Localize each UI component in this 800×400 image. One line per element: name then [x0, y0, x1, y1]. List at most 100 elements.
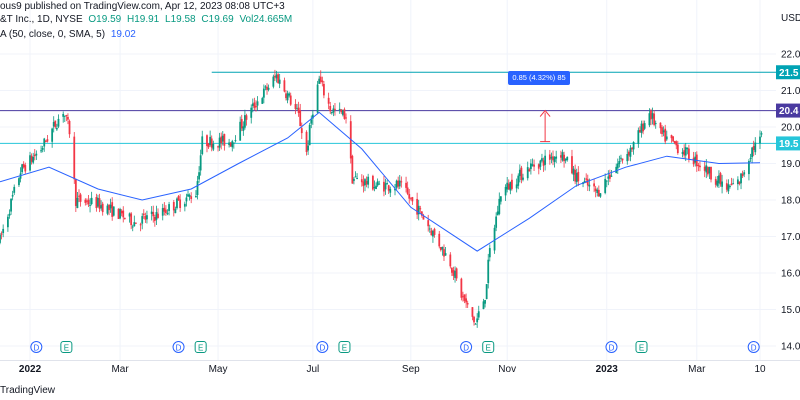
dividend-marker-icon[interactable]: D	[30, 341, 43, 353]
candle	[599, 193, 602, 198]
earnings-marker-icon[interactable]: E	[194, 341, 207, 353]
candle	[586, 174, 589, 191]
candle	[665, 130, 668, 141]
svg-text:E: E	[342, 344, 347, 353]
earnings-marker-icon[interactable]: E	[60, 341, 73, 353]
earnings-marker-icon[interactable]: E	[635, 341, 648, 353]
candle	[488, 244, 491, 262]
candle	[729, 184, 731, 189]
candle	[571, 149, 573, 175]
candle	[340, 109, 343, 115]
candle	[323, 81, 325, 99]
dividend-marker-icon[interactable]: D	[747, 341, 760, 353]
candle	[610, 170, 613, 178]
candle	[433, 227, 436, 238]
candle	[394, 183, 396, 196]
candle	[528, 167, 531, 172]
candle	[706, 166, 709, 177]
candle	[212, 140, 215, 152]
candle	[526, 161, 529, 181]
earnings-marker-icon[interactable]: E	[482, 341, 495, 353]
candle	[68, 119, 71, 138]
ma-legend[interactable]: A (50, close, 0, SMA, 5) 19.02	[0, 29, 139, 40]
candle	[620, 154, 622, 162]
candle	[560, 150, 562, 163]
candle	[146, 210, 148, 224]
candle	[477, 305, 480, 321]
candle	[604, 173, 607, 195]
dividend-marker-icon[interactable]: D	[605, 341, 618, 353]
candle	[57, 114, 60, 129]
svg-text:D: D	[609, 344, 615, 353]
candle	[594, 185, 597, 198]
candle	[550, 152, 553, 164]
candle	[749, 153, 752, 163]
candle	[165, 205, 167, 216]
candle	[643, 120, 646, 131]
dividend-marker-icon[interactable]: D	[172, 341, 185, 353]
candle	[217, 145, 219, 152]
earnings-marker-icon[interactable]: E	[338, 341, 351, 353]
candle	[122, 206, 125, 223]
svg-text:D: D	[176, 344, 182, 353]
dividend-marker-icon[interactable]: D	[316, 341, 329, 353]
candle	[139, 222, 142, 232]
candle	[307, 140, 310, 155]
candle	[400, 176, 403, 188]
candle	[22, 161, 25, 169]
candle	[8, 209, 11, 219]
candle	[199, 149, 202, 176]
candle	[133, 215, 136, 227]
candle	[533, 159, 535, 172]
svg-text:E: E	[198, 344, 203, 353]
candle	[398, 174, 401, 190]
candle	[465, 293, 468, 308]
tradingview-logo-icon[interactable]: TradingView	[0, 385, 56, 396]
candle	[153, 214, 156, 227]
symbol-legend[interactable]: &T Inc., 1D, NYSE O19.59 H19.91 L19.58 C…	[0, 14, 295, 25]
ma-value: 19.02	[110, 29, 136, 40]
candle	[695, 151, 698, 172]
price-level-badge	[776, 103, 800, 118]
candle	[195, 190, 197, 198]
symbol-name: &T Inc., 1D, NYSE	[0, 14, 83, 25]
price-level-text: 19.5	[779, 139, 799, 150]
candle	[353, 177, 355, 185]
price-axis-area[interactable]	[776, 0, 800, 360]
candle	[552, 150, 554, 166]
candle	[725, 179, 728, 193]
dividend-marker-icon[interactable]: D	[460, 341, 473, 353]
candle	[432, 229, 434, 243]
candle	[759, 130, 761, 150]
candle	[419, 205, 422, 214]
candle	[539, 159, 542, 171]
candle	[18, 177, 20, 188]
candle	[101, 201, 104, 216]
candle	[417, 199, 420, 221]
candle	[732, 178, 735, 185]
svg-text:D: D	[319, 344, 325, 353]
candle	[395, 179, 398, 190]
publish-info: ous9 published on TradingView.com, Apr 1…	[0, 1, 285, 12]
candle	[659, 122, 662, 134]
candle	[754, 137, 757, 155]
candle	[520, 165, 523, 184]
candle	[364, 178, 366, 192]
candle	[356, 173, 358, 180]
candle	[699, 161, 701, 172]
candle	[544, 149, 547, 171]
candle	[365, 176, 368, 188]
candle	[405, 176, 407, 193]
candle	[471, 307, 474, 321]
candle	[255, 100, 257, 112]
candle	[310, 115, 313, 129]
candle	[76, 191, 79, 209]
candle	[11, 190, 14, 201]
candle	[338, 102, 341, 114]
candle	[484, 299, 486, 308]
svg-text:E: E	[486, 344, 491, 353]
candle	[109, 198, 112, 213]
candle	[100, 200, 103, 211]
candle	[575, 168, 578, 187]
